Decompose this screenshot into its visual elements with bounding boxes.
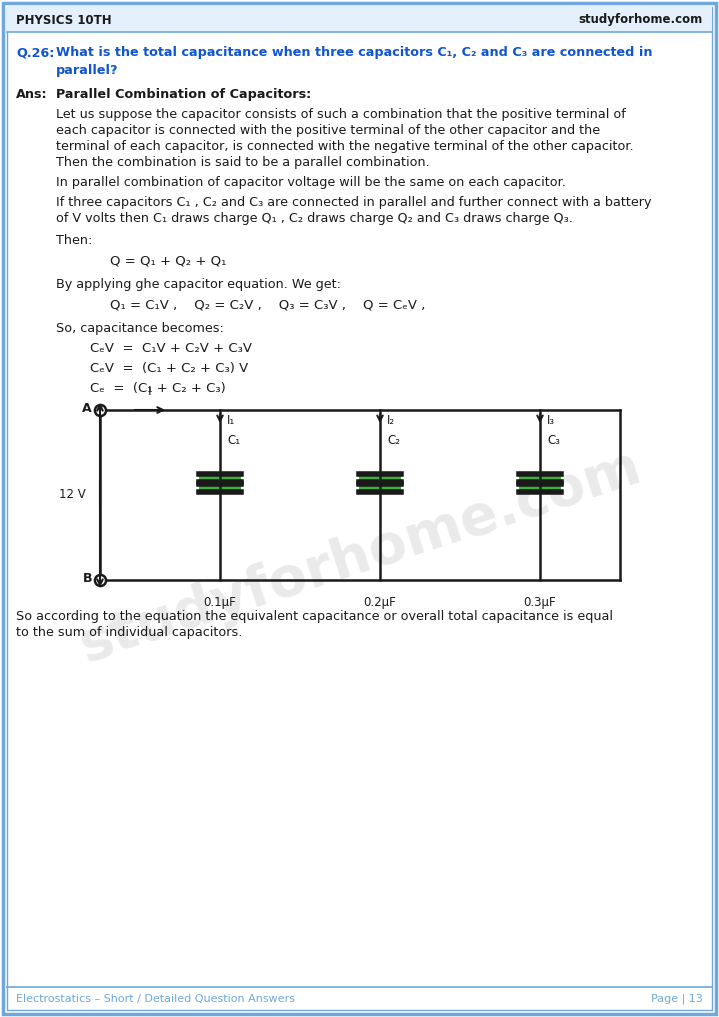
Text: I₁: I₁ bbox=[227, 414, 235, 426]
Text: Then the combination is said to be a parallel combination.: Then the combination is said to be a par… bbox=[56, 156, 430, 169]
Text: Let us suppose the capacitor consists of such a combination that the positive te: Let us suppose the capacitor consists of… bbox=[56, 108, 626, 121]
Text: of V volts then C₁ draws charge Q₁ , C₂ draws charge Q₂ and C₃ draws charge Q₃.: of V volts then C₁ draws charge Q₁ , C₂ … bbox=[56, 212, 573, 225]
Text: Q₁ = C₁V ,    Q₂ = C₂V ,    Q₃ = C₃V ,    Q = CₑV ,: Q₁ = C₁V , Q₂ = C₂V , Q₃ = C₃V , Q = CₑV… bbox=[110, 298, 426, 311]
Text: A: A bbox=[83, 402, 92, 415]
Text: each capacitor is connected with the positive terminal of the other capacitor an: each capacitor is connected with the pos… bbox=[56, 124, 600, 137]
Text: Cₑ  =  (C₁ + C₂ + C₃): Cₑ = (C₁ + C₂ + C₃) bbox=[90, 382, 226, 395]
Text: I₂: I₂ bbox=[387, 414, 395, 426]
Text: B: B bbox=[83, 572, 92, 585]
Text: Q.26:: Q.26: bbox=[16, 46, 55, 59]
Text: By applying ghe capacitor equation. We get:: By applying ghe capacitor equation. We g… bbox=[56, 278, 341, 291]
Bar bbox=[7, 7, 712, 32]
Bar bbox=[359, 474, 401, 482]
Text: studyforhome.com: studyforhome.com bbox=[73, 440, 648, 673]
Text: studyforhome.com: studyforhome.com bbox=[579, 13, 703, 26]
Bar bbox=[359, 484, 401, 492]
Bar bbox=[199, 484, 241, 492]
Bar bbox=[199, 474, 241, 482]
Bar bbox=[519, 474, 561, 482]
Bar bbox=[519, 484, 561, 492]
Text: So, capacitance becomes:: So, capacitance becomes: bbox=[56, 322, 224, 335]
Text: terminal of each capacitor, is connected with the negative terminal of the other: terminal of each capacitor, is connected… bbox=[56, 140, 633, 153]
Text: So according to the equation the equivalent capacitance or overall total capacit: So according to the equation the equival… bbox=[16, 610, 613, 623]
Text: 0.3μF: 0.3μF bbox=[523, 596, 557, 609]
Text: What is the total capacitance when three capacitors C₁, C₂ and C₃ are connected : What is the total capacitance when three… bbox=[56, 46, 653, 59]
Text: I: I bbox=[148, 385, 152, 398]
Text: 12 V: 12 V bbox=[59, 488, 86, 501]
Text: Parallel Combination of Capacitors:: Parallel Combination of Capacitors: bbox=[56, 88, 311, 101]
Text: Then:: Then: bbox=[56, 234, 92, 247]
Text: Ans:: Ans: bbox=[16, 88, 47, 101]
Text: Q = Q₁ + Q₂ + Q₁: Q = Q₁ + Q₂ + Q₁ bbox=[110, 254, 226, 267]
Text: In parallel combination of capacitor voltage will be the same on each capacitor.: In parallel combination of capacitor vol… bbox=[56, 176, 566, 189]
Text: C₃: C₃ bbox=[547, 433, 560, 446]
Text: 0.2μF: 0.2μF bbox=[364, 596, 396, 609]
Text: Electrostatics – Short / Detailed Question Answers: Electrostatics – Short / Detailed Questi… bbox=[16, 994, 295, 1004]
Text: parallel?: parallel? bbox=[56, 64, 119, 77]
Text: C₂: C₂ bbox=[387, 433, 400, 446]
Text: PHYSICS 10TH: PHYSICS 10TH bbox=[16, 13, 111, 26]
Text: If three capacitors C₁ , C₂ and C₃ are connected in parallel and further connect: If three capacitors C₁ , C₂ and C₃ are c… bbox=[56, 196, 651, 210]
Text: Page | 13: Page | 13 bbox=[651, 994, 703, 1004]
Text: CₑV  =  C₁V + C₂V + C₃V: CₑV = C₁V + C₂V + C₃V bbox=[90, 342, 252, 355]
Text: 0.1μF: 0.1μF bbox=[203, 596, 237, 609]
Text: I₃: I₃ bbox=[547, 414, 555, 426]
Text: to the sum of individual capacitors.: to the sum of individual capacitors. bbox=[16, 626, 242, 639]
Text: CₑV  =  (C₁ + C₂ + C₃) V: CₑV = (C₁ + C₂ + C₃) V bbox=[90, 362, 248, 375]
Text: C₁: C₁ bbox=[227, 433, 240, 446]
